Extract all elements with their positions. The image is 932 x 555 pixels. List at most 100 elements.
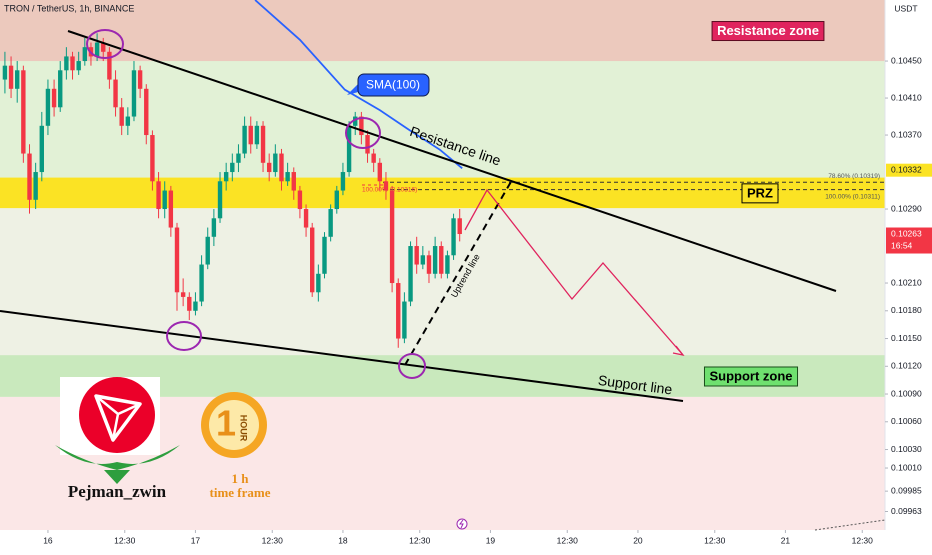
zone-label-box: [741, 183, 779, 204]
alert-bolt: [459, 519, 464, 529]
candle-body: [408, 246, 413, 302]
logo-swoosh: [55, 445, 180, 470]
candle-body: [113, 79, 118, 108]
zone-label: Resistance zone: [717, 23, 819, 38]
candle-body: [371, 153, 376, 163]
candle-body: [420, 255, 426, 265]
x-tick-label: 17: [191, 535, 201, 545]
support-line: [0, 310, 684, 402]
clock-label: HOUR: [239, 415, 249, 442]
resistance-line: [67, 30, 837, 292]
y-tick-label: 0.10150: [891, 333, 922, 343]
candle-body: [199, 264, 204, 302]
clock-digit: 1: [216, 403, 236, 444]
sma-bubble: [357, 73, 430, 97]
candle-body: [125, 116, 131, 126]
candle-body: [414, 246, 419, 265]
chart-title: TRON / TetherUS, 1h, BINANCE: [4, 3, 134, 13]
candle-body: [144, 88, 149, 136]
y-tick-label: 0.10030: [891, 444, 922, 454]
candle-body: [396, 283, 401, 339]
x-tick-label: 12:30: [114, 535, 136, 545]
candle-body: [180, 292, 186, 297]
zone-label-box: [703, 366, 799, 387]
candle-body: [303, 209, 309, 228]
candle-body: [365, 135, 370, 154]
x-tick-label: 19: [486, 535, 496, 545]
candle-body: [426, 255, 432, 274]
candle-body: [193, 301, 198, 311]
tron-mark-inner: [95, 395, 141, 441]
candle-body: [346, 125, 352, 173]
candle-body: [168, 190, 174, 228]
candle-body: [137, 70, 143, 89]
candle-body: [131, 70, 137, 117]
candle-body: [27, 153, 32, 200]
candle-body: [359, 116, 364, 136]
candle-body: [33, 172, 38, 200]
circle: [398, 353, 426, 379]
candle-body: [316, 273, 321, 293]
candle-body: [322, 236, 327, 274]
sma-line: [254, 0, 463, 169]
candle-body: [457, 218, 462, 235]
candle-body: [150, 135, 155, 182]
candle-body: [64, 56, 69, 71]
candle-body: [242, 125, 247, 154]
candle-body: [432, 246, 438, 274]
candle-body: [58, 70, 63, 108]
candle-body: [266, 162, 272, 173]
fib-label: 78.60% (0.10319): [828, 173, 880, 180]
x-tick-label: 12:30: [557, 535, 579, 545]
logo-drop: [104, 470, 130, 484]
candle-body: [8, 65, 14, 89]
y-tick-label: 0.10370: [891, 129, 922, 139]
projection-path: [464, 188, 684, 356]
y-tick-label: 0.10290: [891, 203, 922, 213]
y-tick-label: 0.10410: [891, 92, 922, 102]
candle-body: [285, 172, 290, 182]
candle-body: [211, 218, 217, 237]
circle: [86, 29, 124, 59]
x-tick-label: 18: [338, 535, 348, 545]
y-tick-label: 0.10010: [891, 462, 922, 472]
zone-label: PRZ: [747, 185, 773, 200]
x-axis-area: [0, 530, 885, 550]
candle-body: [297, 190, 303, 210]
y-unit: USDT: [894, 3, 917, 13]
zone-label-box: [711, 21, 825, 42]
candle-body: [101, 42, 106, 52]
fib-label: 100.00% (0.10311): [825, 193, 880, 200]
candle-body: [70, 56, 75, 71]
y-tick-label: 0.10060: [891, 416, 922, 426]
clock-inner: [209, 400, 259, 450]
candle-body: [51, 88, 57, 108]
price-label: 0.10263: [891, 228, 922, 238]
y-tick-label: 0.10090: [891, 388, 922, 398]
candle-body: [291, 172, 296, 191]
candle-body: [383, 181, 389, 191]
candle-body: [236, 153, 241, 163]
tron-mark: [94, 394, 142, 442]
candle-body: [174, 227, 180, 293]
candle-body: [2, 65, 8, 80]
y-tick-label: 0.10210: [891, 277, 922, 287]
circle: [166, 321, 202, 351]
candle-body: [107, 51, 112, 80]
x-tick-label: 12:30: [704, 535, 726, 545]
candle-body: [187, 296, 192, 311]
candle-body: [156, 181, 161, 210]
candle-body: [328, 209, 333, 237]
price-label-box: [886, 163, 932, 177]
candle-body: [39, 125, 44, 173]
candle-body: [162, 190, 167, 210]
candle-body: [377, 162, 383, 182]
timeframe: 1 h: [232, 471, 250, 486]
y-tick-label: 0.09985: [891, 485, 922, 495]
x-tick-label: 20: [633, 535, 643, 545]
candle-body: [451, 218, 456, 256]
highlight-circles: [86, 29, 426, 379]
y-tick-label: 0.09963: [891, 506, 922, 516]
